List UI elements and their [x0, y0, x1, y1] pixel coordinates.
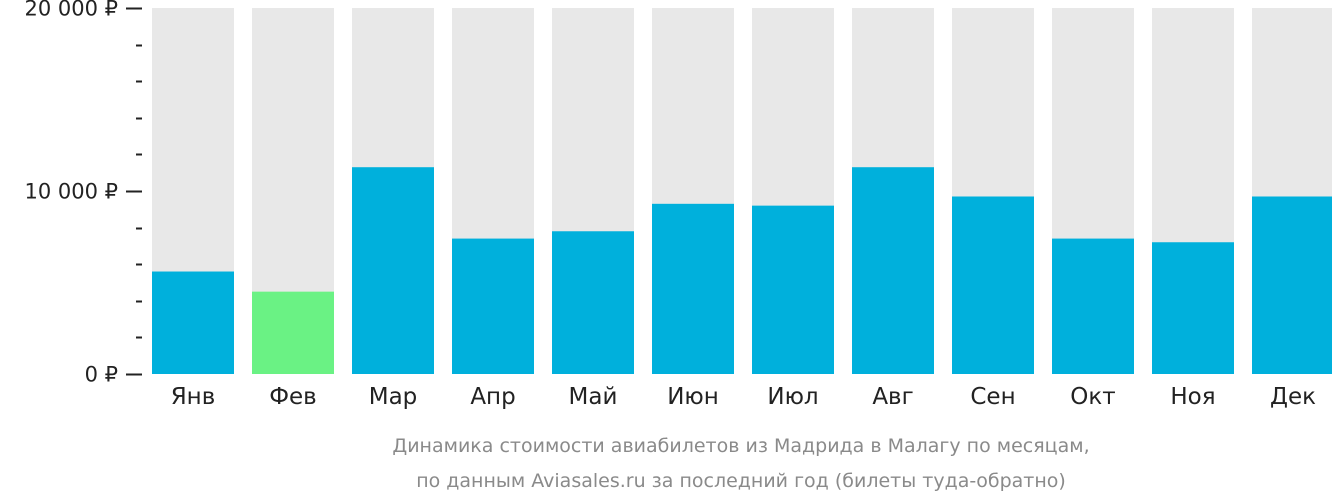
- caption-line-1: Динамика стоимости авиабилетов из Мадрид…: [392, 435, 1089, 457]
- bar-Мар[interactable]: [352, 167, 434, 374]
- bar-Дек[interactable]: [1252, 196, 1332, 374]
- bar-Фев[interactable]: [252, 291, 334, 374]
- x-axis: Янв Фев Мар Апр Май Июн Июл Авг Сен Окт Ноя Дек: [171, 384, 1316, 410]
- bar-Май[interactable]: [552, 231, 634, 374]
- x-tick-label: Ноя: [1170, 384, 1215, 410]
- bar-Июн[interactable]: [652, 203, 734, 374]
- x-tick-label: Дек: [1270, 384, 1316, 410]
- x-tick-label: Апр: [470, 384, 515, 410]
- y-tick-label: 10 000 ₽: [24, 180, 118, 204]
- bar-Авг[interactable]: [852, 167, 934, 374]
- x-tick-label: Июн: [667, 384, 719, 410]
- bar-Ноя[interactable]: [1152, 242, 1234, 374]
- x-tick-label: Сен: [970, 384, 1015, 410]
- x-tick-label: Окт: [1070, 384, 1115, 410]
- y-axis: 0 ₽ 10 000 ₽ 20 000 ₽: [24, 0, 142, 387]
- x-tick-label: Фев: [269, 384, 317, 410]
- bars: [152, 8, 1332, 374]
- bar-Янв[interactable]: [152, 271, 234, 374]
- y-tick-label: 20 000 ₽: [24, 0, 118, 21]
- bar-Сен[interactable]: [952, 196, 1034, 374]
- x-tick-label: Авг: [872, 384, 913, 410]
- bar-Окт[interactable]: [1052, 238, 1134, 374]
- x-tick-label: Июл: [767, 384, 818, 410]
- bar-Апр[interactable]: [452, 238, 534, 374]
- x-tick-label: Мар: [369, 384, 418, 410]
- bar-Июл[interactable]: [752, 205, 834, 374]
- x-tick-label: Май: [569, 384, 618, 410]
- caption-line-2: по данным Aviasales.ru за последний год …: [416, 470, 1066, 492]
- x-tick-label: Янв: [171, 384, 216, 410]
- y-tick-label: 0 ₽: [85, 363, 118, 387]
